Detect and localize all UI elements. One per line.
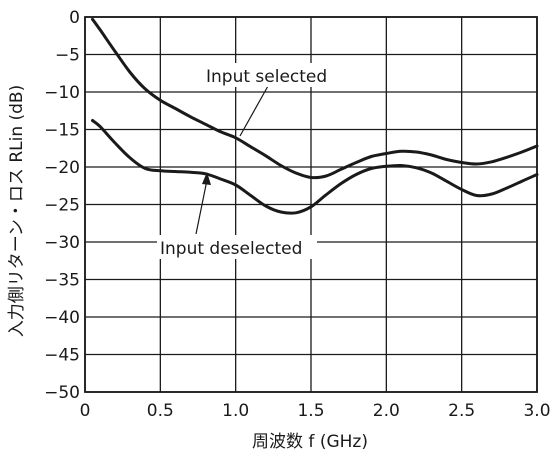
annotation-arrowhead — [202, 172, 211, 185]
x-tick-label: 2.0 — [373, 401, 400, 421]
y-tick-label: −5 — [55, 46, 80, 66]
annotation-leader-selected — [239, 85, 269, 137]
x-axis-label: 周波数 f (GHz) — [252, 432, 368, 452]
series-line-input-selected — [91, 17, 539, 180]
annotation-bg-deselected — [157, 235, 317, 259]
x-tick-label: 2.5 — [448, 401, 475, 421]
annotation-input-deselected: Input deselected — [160, 239, 302, 259]
series-line-input-deselected — [91, 119, 539, 215]
annotations-layer: Input selected Input deselected — [157, 63, 347, 259]
x-tick-label: 3.0 — [523, 401, 550, 421]
x-tick-label: 0.5 — [147, 401, 174, 421]
y-tick-label: −40 — [44, 308, 80, 328]
y-tick-label: −10 — [44, 83, 80, 103]
y-tick-label: −15 — [44, 121, 80, 141]
y-tick-label: −30 — [44, 233, 80, 253]
y-tick-label: −20 — [44, 158, 80, 178]
tick-labels: 0 0.5 1.0 1.5 2.0 2.5 3.0 0 −5 −10 −15 −20 −25 −30 −35… — [44, 8, 550, 421]
y-tick-label: −25 — [44, 196, 80, 216]
x-tick-label: 1.0 — [222, 401, 249, 421]
x-tick-label: 1.5 — [297, 401, 324, 421]
y-tick-label: −45 — [44, 346, 80, 366]
series-layer — [91, 17, 539, 215]
plot-frame — [84, 16, 538, 393]
annotation-bg-selected — [203, 63, 347, 87]
y-tick-label: 0 — [69, 8, 80, 28]
y-axis-label: 入力側リターン・ロス RLin (dB) — [7, 85, 27, 337]
annotation-leader-deselected — [195, 179, 208, 235]
annotation-input-selected: Input selected — [206, 67, 327, 87]
y-tick-label: −35 — [44, 271, 80, 291]
x-tick-label: 0 — [80, 401, 91, 421]
y-tick-label: −50 — [44, 383, 80, 403]
